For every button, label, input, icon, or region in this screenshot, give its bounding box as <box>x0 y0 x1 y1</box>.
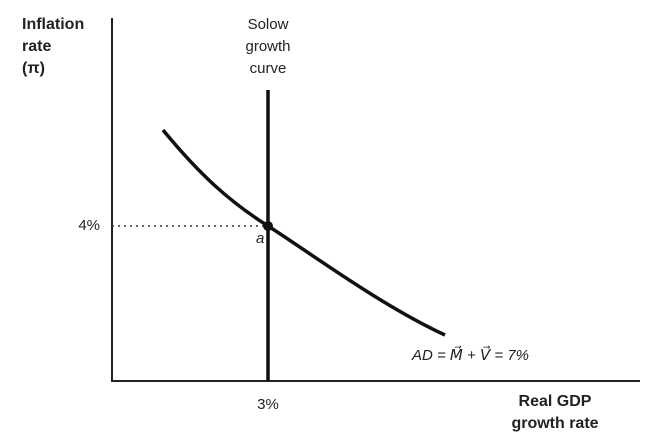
y-tick-label: 4% <box>78 217 100 234</box>
ad-label: AD = M⃗ + V⃗ = 7% <box>411 345 529 364</box>
point-a <box>263 221 273 231</box>
solow-label: Solow <box>248 16 289 33</box>
solow-label: curve <box>250 60 287 77</box>
y-axis-label: Inflation <box>22 16 84 33</box>
point-label: a <box>256 230 264 247</box>
y-axis-label: (π) <box>22 60 45 77</box>
ad-curve <box>161 128 446 337</box>
solow-label: growth <box>245 38 290 55</box>
x-axis-label: Real GDP <box>519 393 592 410</box>
x-axis-label: growth rate <box>511 415 598 432</box>
y-axis-label: rate <box>22 38 51 55</box>
x-tick-label: 3% <box>257 396 279 413</box>
